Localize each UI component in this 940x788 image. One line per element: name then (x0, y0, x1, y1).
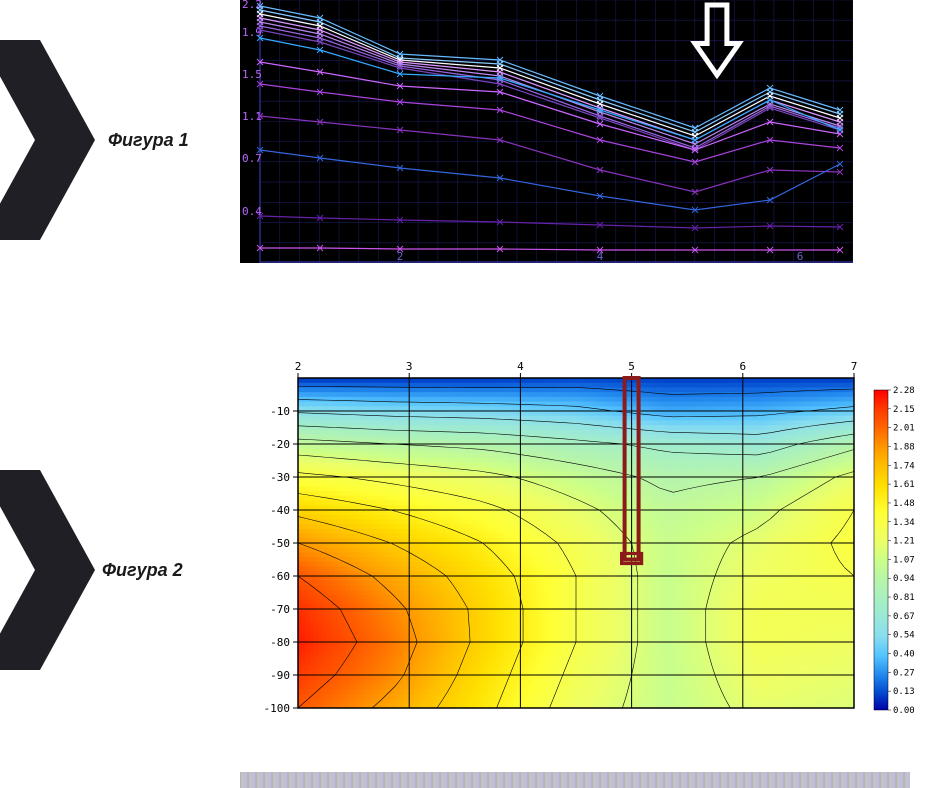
svg-text:0.4: 0.4 (242, 205, 262, 218)
arrow-marker-2 (0, 470, 95, 670)
svg-text:0.7: 0.7 (242, 152, 262, 165)
arrow-marker-1 (0, 40, 95, 240)
chevron-right-icon (0, 470, 95, 670)
line-chart-figure-1: 2.21.91.51.10.70.4246 (240, 0, 853, 263)
figure-2-label: Фигура 2 (102, 560, 183, 581)
svg-text:1.5: 1.5 (242, 68, 262, 81)
decorative-strip (240, 772, 910, 788)
chevron-right-icon (0, 40, 95, 240)
heatmap-figure-2: 234567-10-20-30-40-50-60-70-80-90-1002.2… (240, 360, 940, 760)
figure-1-label: Фигура 1 (108, 130, 189, 151)
svg-text:6: 6 (797, 250, 804, 263)
